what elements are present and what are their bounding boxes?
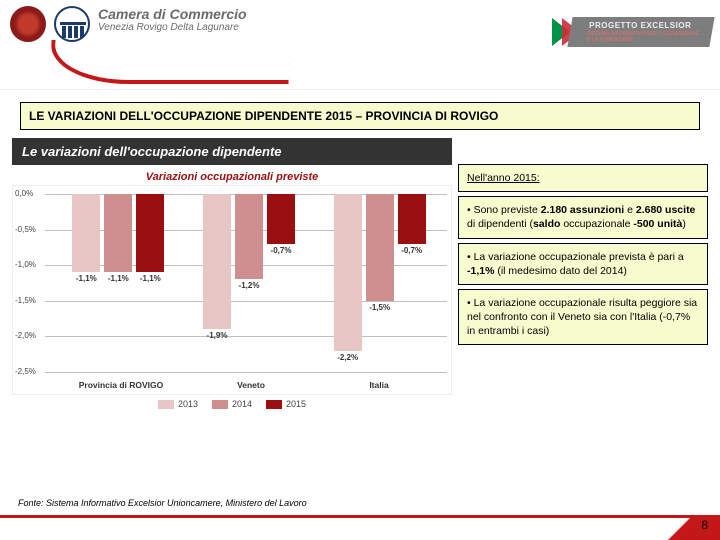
legend-item: 2013 [158,399,198,409]
legend-label: 2015 [286,399,306,409]
bar-group: -1,9%-1,2%-0,7% [189,194,309,370]
side-point-box: • La variazione occupazionale risulta pe… [458,289,708,346]
legend-item: 2014 [212,399,252,409]
chart-subtitle: Variazioni occupazionali previste [12,167,452,185]
arches-logo-icon [54,6,90,42]
x-category-label: Provincia di ROVIGO [71,380,171,390]
legend-item: 2015 [266,399,306,409]
y-tick-label: -1,5% [15,296,36,305]
bar-value-label: -1,5% [357,303,402,312]
bar: -1,2% [235,194,263,370]
y-tick-label: -1,0% [15,260,36,269]
page-number: 8 [701,518,708,532]
chart-title: Le variazioni dell'occupazione dipendent… [12,138,452,165]
gridline [45,372,447,373]
legend-swatch-icon [266,400,282,409]
footer-strip [0,515,720,518]
side-points: • Sono previste 2.180 assunzioni e 2.680… [458,196,708,349]
bar-value-label: -2,2% [325,353,370,362]
bar-fill [203,194,231,329]
side-point-box: • La variazione occupazionale prevista è… [458,243,708,285]
exc-title: PROGETTO EXCELSIOR [589,21,703,30]
org-line2: Venezia Rovigo Delta Lagunare [98,22,247,33]
side-lead-box: Nell'anno 2015: [458,164,708,192]
bar-value-label: -1,1% [128,274,173,283]
legend-swatch-icon [212,400,228,409]
swoosh-icon [48,40,291,84]
legend-label: 2014 [232,399,252,409]
side-column: Nell'anno 2015: • Sono previste 2.180 as… [458,138,708,413]
bar-value-label: -1,9% [195,331,240,340]
bar-fill [104,194,132,272]
excelsior-label: PROGETTO EXCELSIOR SISTEMA INFORMATIVO P… [567,17,714,47]
bar-fill [267,194,295,244]
bar-fill [136,194,164,272]
seal-logo-icon [10,6,46,42]
content-row: Le variazioni dell'occupazione dipendent… [0,138,720,413]
bar-value-label: -0,7% [389,246,434,255]
divider [0,89,720,90]
bar-group: -2,2%-1,5%-0,7% [320,194,440,370]
bar: -0,7% [267,194,295,370]
chart-column: Le variazioni dell'occupazione dipendent… [12,138,452,413]
y-tick-label: -2,0% [15,331,36,340]
bar-group: -1,1%-1,1%-1,1% [58,194,178,370]
bar-fill [398,194,426,244]
header: Camera di Commercio Venezia Rovigo Delta… [0,0,720,90]
legend-label: 2013 [178,399,198,409]
slide-title: LE VARIAZIONI DELL'OCCUPAZIONE DIPENDENT… [20,102,700,130]
source-footer: Fonte: Sistema Informativo Excelsior Uni… [18,498,307,508]
bar-fill [235,194,263,279]
bar-fill [72,194,100,272]
side-lead: Nell'anno 2015: [467,172,540,184]
bar: -2,2% [334,194,362,370]
legend-swatch-icon [158,400,174,409]
bar-chart: 0,0%-0,5%-1,0%-1,5%-2,0%-2,5%-1,1%-1,1%-… [12,185,452,395]
excelsior-badge: PROGETTO EXCELSIOR SISTEMA INFORMATIVO P… [552,6,712,58]
org-name: Camera di Commercio Venezia Rovigo Delta… [98,6,247,33]
x-category-label: Italia [339,380,419,390]
bar-fill [334,194,362,351]
bar: -1,1% [136,194,164,370]
bar: -0,7% [398,194,426,370]
side-point-box: • Sono previste 2.180 assunzioni e 2.680… [458,196,708,238]
footer-corner-icon [640,518,720,540]
y-tick-label: 0,0% [15,189,33,198]
org-line1: Camera di Commercio [98,6,247,22]
bar: -1,5% [366,194,394,370]
y-tick-label: -0,5% [15,225,36,234]
bar-value-label: -1,2% [227,281,272,290]
chart-legend: 2013 2014 2015 [12,395,452,413]
y-tick-label: -2,5% [15,367,36,376]
bar-value-label: -0,7% [259,246,304,255]
exc-sub: SISTEMA INFORMATIVO PER L'OCCUPAZIONE E … [587,31,701,43]
x-category-label: Veneto [211,380,291,390]
